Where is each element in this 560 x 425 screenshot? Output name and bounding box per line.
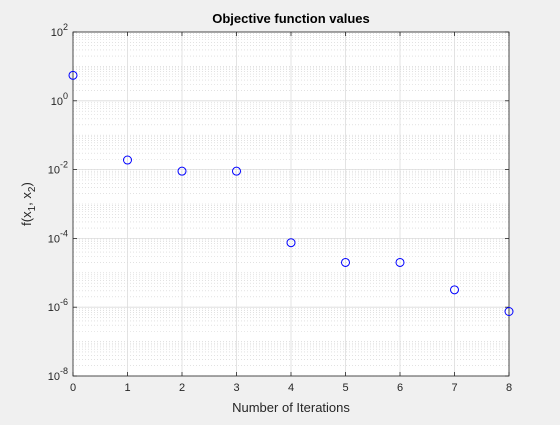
data-point	[450, 285, 459, 295]
data-point	[504, 306, 514, 316]
x-axis-label: Number of Iterations	[232, 400, 350, 415]
y-axis-label: f(x1, x2)	[19, 182, 38, 226]
data-point	[341, 257, 350, 267]
x-tick-label: 7	[451, 382, 457, 394]
grid-lines	[72, 31, 510, 377]
tick-labels: 0 1 2 3 4 5 6 7 8 102 100 10-2 10-4 10-6 10-8	[48, 22, 512, 394]
x-tick-label: 0	[70, 382, 76, 394]
x-tick-label: 5	[342, 382, 348, 394]
y-tick-label: 100	[51, 91, 68, 108]
chart-title: Objective function values	[212, 11, 370, 26]
data-point	[286, 238, 296, 248]
x-tick-label: 6	[397, 382, 403, 394]
data-point	[68, 70, 78, 80]
y-tick-label: 10-6	[48, 297, 68, 314]
data-points	[68, 70, 514, 316]
data-point	[395, 257, 405, 267]
x-tick-label: 3	[233, 382, 239, 394]
data-point	[177, 166, 187, 176]
x-tick-label: 1	[124, 382, 130, 394]
data-point	[232, 166, 241, 176]
x-tick-label: 2	[179, 382, 185, 394]
y-tick-label: 102	[51, 22, 68, 39]
x-tick-label: 8	[506, 382, 512, 394]
y-tick-label: 10-2	[48, 160, 68, 177]
y-tick-label: 10-4	[48, 228, 68, 245]
x-tick-label: 4	[288, 382, 294, 394]
y-tick-label: 10-8	[48, 366, 68, 383]
data-point	[123, 155, 132, 165]
